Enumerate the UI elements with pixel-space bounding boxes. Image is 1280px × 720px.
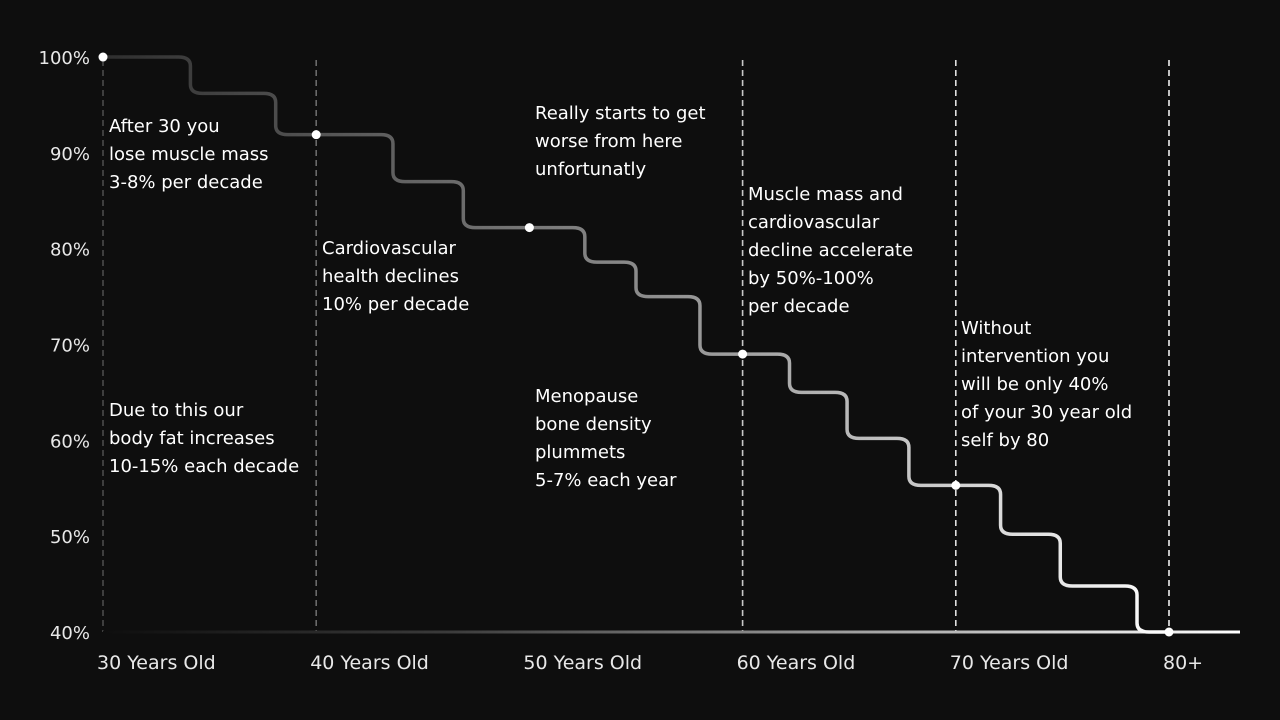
marker-30: [98, 52, 108, 62]
y-tick-label: 100%: [39, 48, 90, 69]
annotation-line: 5-7% each year: [535, 470, 677, 491]
annotation-line: Due to this our: [109, 400, 244, 421]
marker-70: [951, 480, 961, 490]
y-tick-label: 50%: [50, 527, 90, 548]
annotation-a30bot: Due to this our body fat increases 10-15% …: [109, 397, 299, 481]
annotation-line: self by 80: [961, 430, 1050, 451]
annotation-a70: Without intervention you will be only 40% o…: [961, 315, 1132, 455]
annotation-line: intervention you: [961, 346, 1110, 367]
marker-80: [1164, 627, 1174, 637]
x-tick-label: 50 Years Old: [523, 652, 642, 674]
annotation-line: Muscle mass and: [748, 184, 903, 205]
annotation-a40: Cardiovascular health declines 10% per dec…: [322, 235, 469, 319]
annotation-line: bone density: [535, 414, 652, 435]
x-tick-label: 70 Years Old: [950, 652, 1069, 674]
annotation-a60: Muscle mass and cardiovascular decline acc…: [748, 181, 913, 321]
marker-60: [738, 349, 748, 359]
annotation-line: Without: [961, 318, 1032, 339]
annotation-line: by 50%-100%: [748, 268, 874, 289]
annotation-line: Really starts to get: [535, 103, 706, 124]
annotation-line: lose muscle mass: [109, 144, 269, 165]
annotation-a50bot: Menopause bone density plummets 5-7% each y…: [535, 383, 677, 495]
y-tick-label: 90%: [50, 144, 90, 165]
annotation-line: unfortunatly: [535, 159, 647, 180]
annotation-line: per decade: [748, 296, 850, 317]
y-tick-label: 60%: [50, 431, 90, 452]
annotation-line: body fat increases: [109, 428, 275, 449]
annotation-line: After 30 you: [109, 116, 220, 137]
marker-40: [311, 130, 321, 140]
x-tick-label: 60 Years Old: [737, 652, 856, 674]
x-tick-label: 30 Years Old: [97, 652, 216, 674]
annotation-line: health declines: [322, 266, 459, 287]
annotation-line: 3-8% per decade: [109, 172, 263, 193]
annotation-line: cardiovascular: [748, 212, 880, 233]
annotation-line: 10-15% each decade: [109, 456, 300, 477]
marker-50: [524, 223, 534, 233]
annotation-line: will be only 40%: [961, 374, 1109, 395]
annotation-line: decline accelerate: [748, 240, 914, 261]
annotation-line: Cardiovascular: [322, 238, 456, 259]
annotation-line: 10% per decade: [322, 294, 470, 315]
y-tick-label: 80%: [50, 240, 90, 261]
y-tick-label: 40%: [50, 623, 90, 644]
annotation-a50top: Really starts to get worse from here unfor…: [535, 100, 706, 184]
annotation-line: of your 30 year old: [961, 402, 1133, 423]
x-tick-label: 80+: [1163, 652, 1203, 674]
annotation-line: Menopause: [535, 386, 639, 407]
annotation-line: plummets: [535, 442, 626, 463]
annotation-line: worse from here: [535, 131, 683, 152]
decline-series-line: [103, 55, 1169, 634]
x-tick-label: 40 Years Old: [310, 652, 429, 674]
annotation-a30top: After 30 you lose muscle mass 3-8% per dec…: [109, 113, 269, 197]
y-tick-label: 70%: [50, 336, 90, 357]
